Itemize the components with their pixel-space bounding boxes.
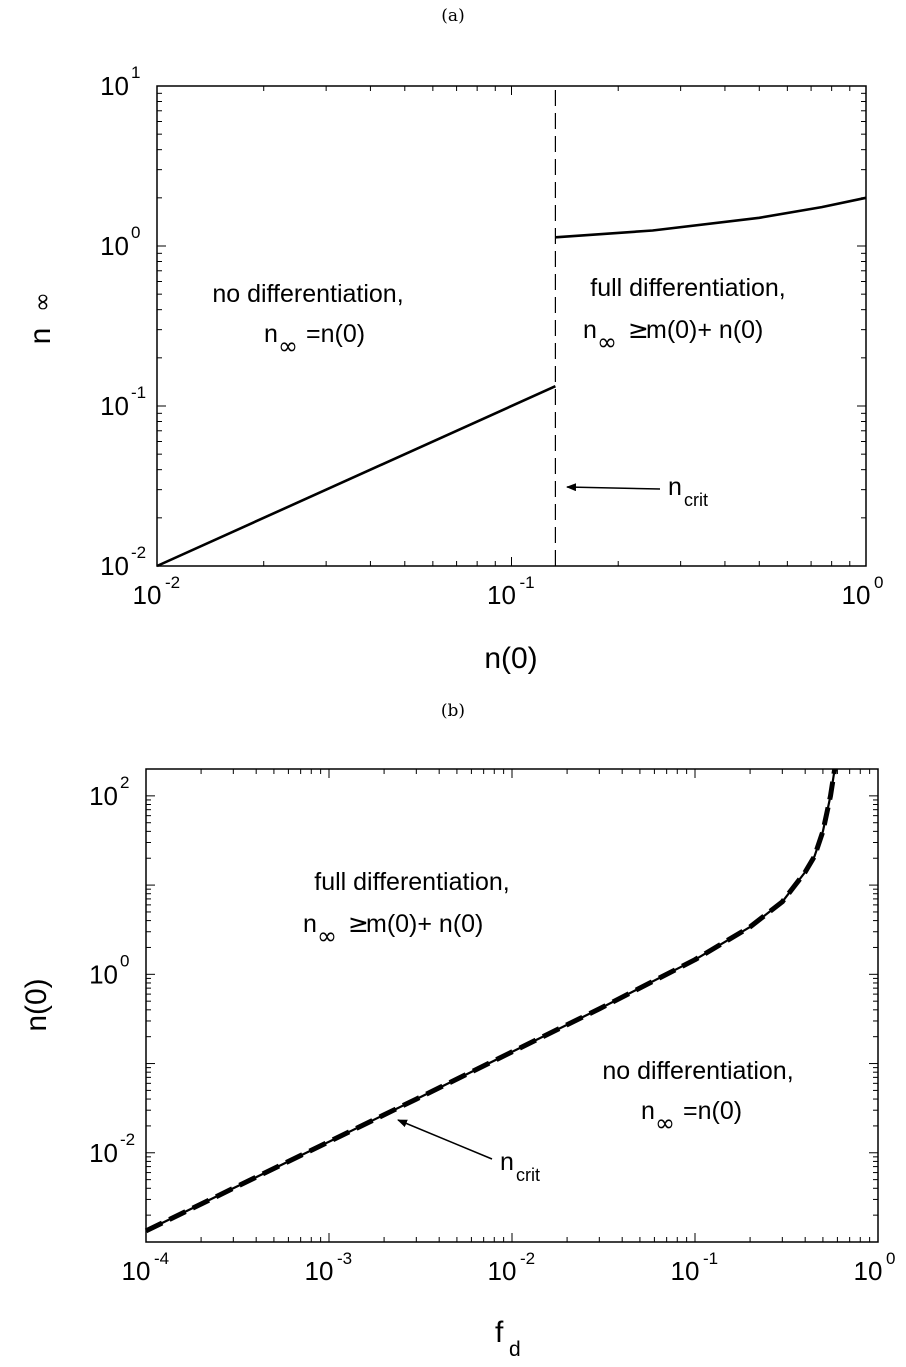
panel-a-label: (a): [441, 6, 464, 26]
panel-a-x-tick-label-exponent: 0: [874, 573, 883, 592]
panel-b-ncrit-label-main: n: [500, 1148, 514, 1176]
panel-a-y-tick-label-base: 10: [100, 551, 129, 581]
panel-a: (a) 10 -2 10 -1 10 010 -210 -110 010 1 n(0) n ∞ n…: [24, 6, 883, 675]
panel-a-y-axis-main: n: [24, 328, 57, 345]
panel-a-tick-labels: 10 -2 10 -1 10 010 -210 -110 010 1: [100, 63, 883, 610]
panel-b-x-tick-label-exponent: -1: [703, 1249, 718, 1268]
panel-b-lower-line1: no differentiation,: [602, 1057, 793, 1085]
panel-b-plot-frame: [145, 768, 879, 1243]
panel-b-x-tick-label-base: 10: [122, 1256, 151, 1286]
panel-b-x-axis-main: f: [495, 1316, 504, 1349]
panel-b-y-tick-label-exponent: 0: [120, 951, 129, 970]
panel-b-x-tick-label-base: 10: [305, 1256, 334, 1286]
panel-a-x-tick-label-base: 10: [487, 580, 516, 610]
panel-a-x-tick-label-base: 10: [133, 580, 162, 610]
panel-a-y-tick-label-exponent: -1: [131, 383, 146, 402]
panel-b-series-dashed-line: [144, 768, 838, 1234]
panel-b-upper-line1: full differentiation,: [314, 868, 510, 896]
panel-b-lower-inf: ∞: [655, 1109, 675, 1137]
panel-b-upper-n: n: [303, 910, 317, 938]
panel-a-left-n: n: [264, 320, 278, 348]
panel-a-x-axis-label: n(0): [484, 642, 537, 675]
panel-b-lower-rest: =n(0): [683, 1097, 742, 1125]
panel-b-upper-inf: ∞: [317, 922, 337, 950]
panel-a-y-tick-label-base: 10: [100, 231, 129, 261]
panel-a-left-rest: =n(0): [306, 320, 365, 348]
panel-b-upper-ge: ≥: [348, 909, 369, 938]
panel-a-right-inf: ∞: [597, 328, 617, 356]
panel-b-x-tick-label-exponent: 0: [886, 1249, 895, 1268]
panel-a-x-tick-label-exponent: -1: [520, 573, 535, 592]
panel-a-ncrit-arrow: [566, 483, 661, 492]
panel-a-left-line1: no differentiation,: [212, 280, 403, 308]
panel-b-y-tick-label-base: 10: [89, 781, 118, 811]
panel-b-upper-rest: m(0)+ n(0): [366, 910, 483, 938]
panel-a-left-region-annotation: no differentiation, n ∞ =n(0): [212, 280, 403, 360]
panel-b-ncrit-label-sub: crit: [516, 1165, 540, 1185]
panel-b-x-tick-label-base: 10: [488, 1256, 517, 1286]
panel-b-y-axis-label: n(0): [20, 978, 53, 1031]
panel-a-right-n: n: [583, 316, 597, 344]
panel-b-tick-labels: 10 -4 10 -3 10 -2 10 -1 10 010 -210 010 2: [89, 773, 895, 1286]
panel-a-y-tick-label-base: 10: [100, 391, 129, 421]
panel-a-right-ge: ≥: [628, 315, 649, 344]
panel-b-x-tick-label-base: 10: [671, 1256, 700, 1286]
panel-a-y-axis-label: n ∞: [24, 292, 57, 344]
panel-b-y-tick-label-base: 10: [89, 959, 118, 989]
panel-a-plot-frame: [156, 85, 867, 567]
panel-a-right-rest: m(0)+ n(0): [646, 316, 763, 344]
panel-b-ncrit-arrow: [397, 1119, 493, 1160]
panel-a-y-tick-label-exponent: -2: [131, 543, 146, 562]
panel-b-x-axis-label: f d: [495, 1316, 521, 1361]
panel-a-y-axis-subscript: ∞: [28, 292, 56, 312]
panel-a-y-tick-label-exponent: 0: [131, 223, 140, 242]
panel-a-x-tick-label-exponent: -2: [165, 573, 180, 592]
panel-b-x-tick-label-exponent: -2: [520, 1249, 535, 1268]
panel-b-x-tick-label-base: 10: [854, 1256, 883, 1286]
panel-b-y-tick-label-exponent: 2: [120, 773, 129, 792]
panel-a-series: [156, 86, 867, 568]
panel-a-series-solid-line: [555, 196, 867, 239]
panel-b-y-tick-label-exponent: -2: [120, 1130, 135, 1149]
panel-b-upper-region-annotation: full differentiation, n ∞ ≥ m(0)+ n(0): [303, 868, 510, 950]
panel-a-right-region-annotation: full differentiation, n ∞ ≥ m(0)+ n(0): [583, 274, 786, 356]
panel-a-ncrit-label-main: n: [668, 473, 682, 501]
panel-a-x-tick-label-base: 10: [842, 580, 871, 610]
panel-b-y-tick-label-base: 10: [89, 1138, 118, 1168]
panel-a-ncrit-label-sub: crit: [684, 490, 708, 510]
panel-a-y-tick-label-base: 10: [100, 71, 129, 101]
panel-b-x-tick-label-exponent: -4: [154, 1249, 169, 1268]
panel-b-label: (b): [441, 701, 465, 721]
panel-b-x-axis-subscript: d: [509, 1338, 521, 1361]
panel-b-ticks: [145, 768, 879, 1243]
panel-b-lower-n: n: [641, 1097, 655, 1125]
panel-b-x-tick-label-exponent: -3: [337, 1249, 352, 1268]
panel-b-lower-region-annotation: no differentiation, n ∞ =n(0): [602, 1057, 793, 1137]
panel-a-right-line1: full differentiation,: [590, 274, 786, 302]
panel-b-series: [144, 768, 838, 1234]
panel-b: (b) 10 -4 10 -3 10 -2 10 -1 10 010 -210 010 2 f d n(…: [20, 701, 895, 1361]
panel-a-y-tick-label-exponent: 1: [131, 63, 140, 82]
panel-a-series-solid-line: [156, 385, 556, 568]
panel-b-series-solid-line: [145, 768, 836, 1232]
panel-a-left-inf: ∞: [278, 332, 298, 360]
